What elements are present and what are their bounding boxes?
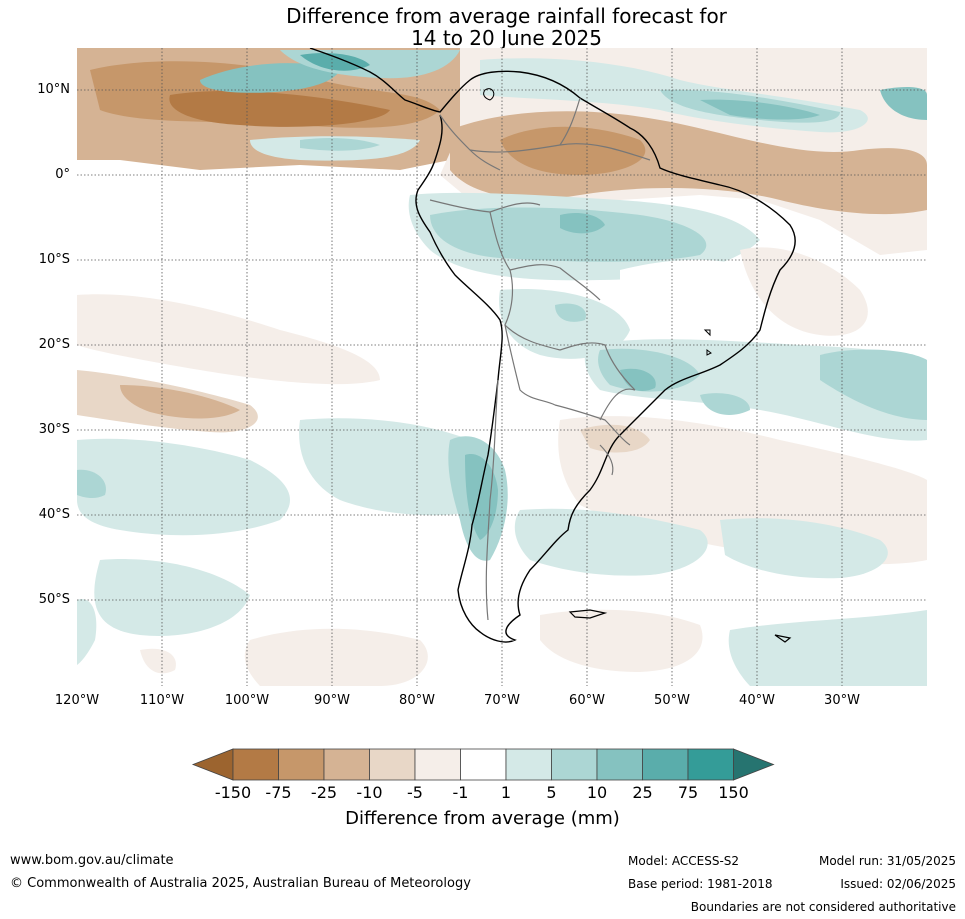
lon-label-100w: 100°W: [224, 693, 270, 708]
colorbar-cell: [596, 748, 643, 781]
colorbar-tick-label: 150: [718, 783, 749, 802]
colorbar-tick-label: -75: [265, 783, 292, 802]
country-borders: [429, 97, 651, 621]
colorbar-cell: [278, 748, 325, 781]
colorbar-cell: [232, 748, 279, 781]
colorbar-cell: [414, 748, 461, 781]
colorbar-cell: [687, 748, 734, 781]
footer-base-period: Base period: 1981-2018: [628, 877, 773, 891]
footer-website: www.bom.gov.au/climate: [10, 853, 174, 868]
colorbar-tick-label: 5: [546, 783, 557, 802]
map-title-line-2: 14 to 20 June 2025: [411, 26, 602, 50]
footer-disclaimer: Boundaries are not considered authoritat…: [690, 900, 956, 914]
colorbar-extend-high: [733, 748, 775, 781]
colorbar: [191, 748, 775, 781]
lat-label-20s: 20°S: [38, 337, 70, 352]
colorbar-cell: [369, 748, 416, 781]
lon-label-70w: 70°W: [484, 693, 520, 708]
colorbar-tick-label: -5: [407, 783, 423, 802]
graticule: [77, 48, 927, 686]
colorbar-tick-label: -10: [356, 783, 383, 802]
lat-label-10n: 10°N: [37, 82, 70, 97]
lon-label-80w: 80°W: [399, 693, 435, 708]
colorbar-tick-label: -1: [452, 783, 469, 802]
lat-label-10s: 10°S: [38, 252, 70, 267]
footer-model: Model: ACCESS-S2: [628, 854, 740, 868]
lon-label-30w: 30°W: [824, 693, 860, 708]
footer-issued: Issued: 02/06/2025: [840, 877, 956, 891]
lon-label-60w: 60°W: [569, 693, 605, 708]
lat-label-50s: 50°S: [38, 592, 70, 607]
colorbar-tick-label: 75: [677, 783, 699, 802]
coastlines: [309, 48, 796, 643]
colorbar-cell: [505, 748, 552, 781]
colorbar-tick-label: 10: [586, 783, 608, 802]
lat-label-40s: 40°S: [38, 507, 70, 522]
footer-copyright: © Commonwealth of Australia 2025, Austra…: [10, 876, 471, 891]
lat-label-30s: 30°S: [38, 422, 70, 437]
colorbar-label: Difference from average (mm): [345, 808, 620, 829]
colorbar-cell: [642, 748, 689, 781]
colorbar-tick-label: -25: [310, 783, 338, 802]
map-title-line-1: Difference from average rainfall forecas…: [286, 4, 727, 28]
anomaly-shading: [77, 48, 927, 686]
colorbar-cells: [191, 748, 775, 781]
colorbar-tick-label: -150: [214, 783, 252, 802]
lon-label-40w: 40°W: [739, 693, 775, 708]
colorbar-tick-label: 25: [632, 783, 653, 802]
lat-label-0: 0°: [55, 167, 70, 182]
colorbar-cell: [323, 748, 370, 781]
lon-label-120w: 120°W: [54, 693, 100, 708]
lon-label-90w: 90°W: [314, 693, 350, 708]
colorbar-tick-label: 1: [500, 783, 512, 802]
lon-label-110w: 110°W: [139, 693, 185, 708]
rainfall-anomaly-map: [77, 48, 927, 686]
lon-label-50w: 50°W: [654, 693, 690, 708]
colorbar-extend-low: [191, 748, 234, 781]
colorbar-cell: [551, 748, 598, 781]
footer-model-run: Model run: 31/05/2025: [818, 854, 956, 868]
colorbar-cell: [460, 748, 507, 781]
